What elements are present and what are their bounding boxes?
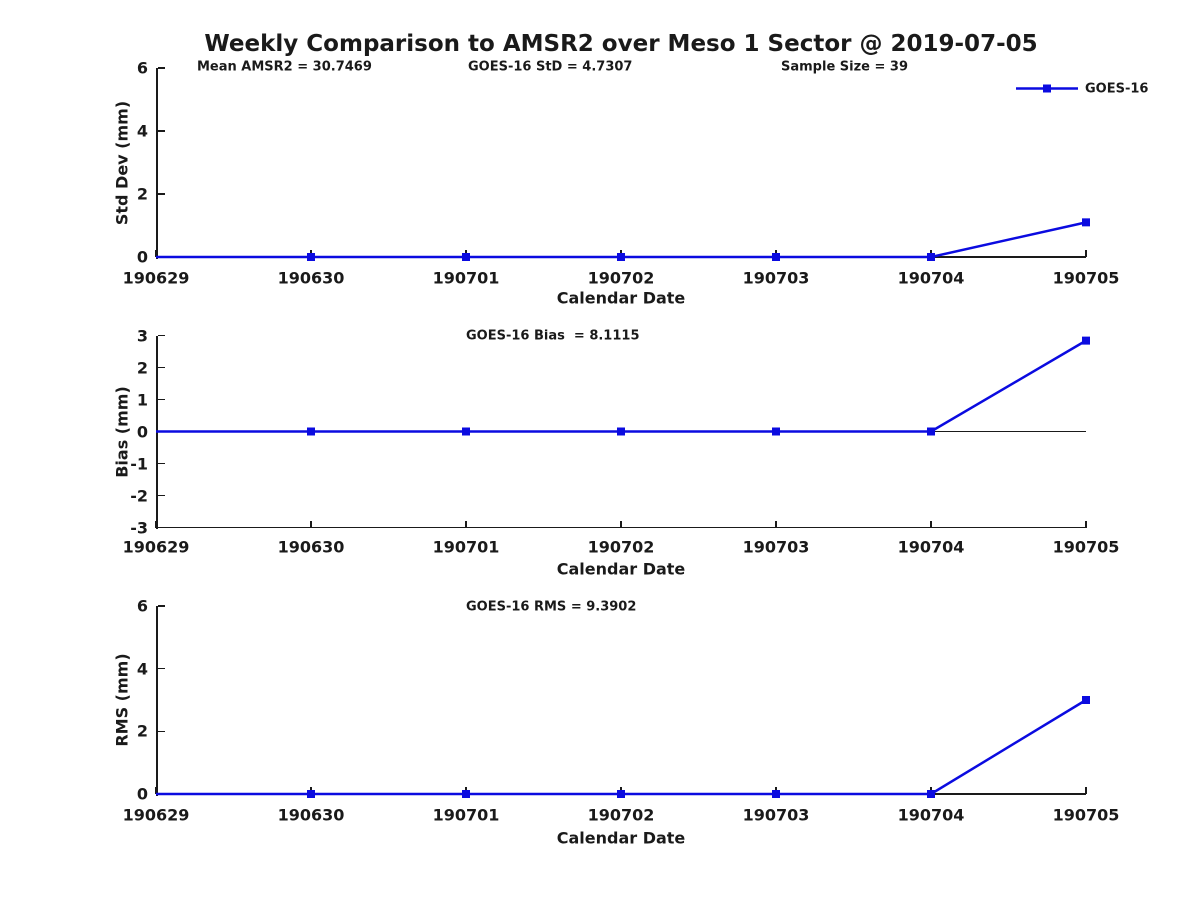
plot-annotation: Mean AMSR2 = 30.7469	[197, 59, 372, 75]
x-tick-label: 190702	[587, 805, 655, 825]
y-axis-label: Std Dev (mm)	[112, 100, 132, 225]
y-tick	[157, 366, 165, 369]
y-tick	[157, 605, 165, 607]
y-tick-label: 0	[136, 247, 148, 267]
y-tick	[157, 667, 165, 670]
y-tick-label: 6	[136, 596, 148, 616]
left-spine	[156, 68, 158, 259]
y-tick-label: 0	[136, 784, 148, 804]
left-spine	[156, 606, 158, 796]
y-axis-label: RMS (mm)	[112, 653, 132, 747]
x-tick	[930, 520, 932, 528]
bottom-spine	[156, 256, 1086, 258]
x-tick-label: 190702	[587, 537, 655, 557]
y-axis-label: Bias (mm)	[112, 385, 132, 478]
y-tick-label: 2	[136, 721, 148, 741]
y-tick	[157, 193, 165, 195]
x-tick-label: 190704	[897, 805, 965, 825]
y-tick-label: 1	[136, 390, 148, 409]
x-tick-label: 190702	[587, 268, 655, 288]
x-tick	[1085, 520, 1087, 528]
y-tick	[157, 494, 165, 497]
bottom-spine	[156, 793, 1086, 795]
y-tick-label: 2	[136, 358, 148, 377]
y-tick-label: -2	[130, 486, 148, 505]
x-tick	[775, 520, 777, 528]
zero-line	[156, 430, 1086, 433]
y-tick	[157, 730, 165, 733]
x-tick-label: 190701	[432, 537, 500, 557]
y-tick	[157, 67, 165, 69]
y-tick	[157, 430, 165, 433]
y-tick-label: -1	[130, 454, 148, 473]
x-tick-label: 190703	[742, 268, 810, 288]
x-tick-label: 190629	[122, 537, 190, 557]
y-tick-label: 0	[136, 422, 148, 441]
legend-label: GOES-16	[1085, 81, 1149, 97]
x-axis-label: Calendar Date	[556, 559, 686, 579]
x-tick-label: 190704	[897, 537, 965, 557]
y-tick	[157, 334, 165, 337]
x-tick-label: 190630	[277, 805, 345, 825]
x-tick-label: 190703	[742, 805, 810, 825]
x-tick	[310, 520, 312, 528]
y-tick	[157, 130, 165, 132]
plot-annotation: GOES-16 RMS = 9.3902	[466, 599, 637, 615]
x-tick-label: 190703	[742, 537, 810, 557]
bottom-spine	[156, 526, 1086, 529]
y-tick-label: 4	[136, 659, 148, 679]
y-tick	[157, 462, 165, 465]
x-tick-label: 190705	[1052, 805, 1120, 825]
y-tick	[157, 256, 165, 258]
x-tick-label: 190705	[1052, 268, 1120, 288]
x-tick-label: 190701	[432, 268, 500, 288]
x-tick-label: 190629	[122, 805, 190, 825]
x-tick-label: 190629	[122, 268, 190, 288]
y-tick-label: 6	[136, 58, 148, 78]
y-tick-label: 2	[136, 184, 148, 204]
x-tick-label: 190704	[897, 268, 965, 288]
x-tick-label: 190630	[277, 537, 345, 557]
x-axis-label: Calendar Date	[556, 288, 686, 308]
plot-annotation: Sample Size = 39	[781, 59, 909, 75]
x-tick-label: 190705	[1052, 537, 1120, 557]
plot-annotation: GOES-16 Bias = 8.1115	[466, 328, 640, 344]
x-tick	[465, 520, 467, 528]
x-axis-label: Calendar Date	[556, 828, 686, 848]
y-tick	[157, 526, 165, 529]
left-spine	[156, 335, 158, 529]
y-tick-label: 4	[136, 121, 148, 141]
chart-title: Weekly Comparison to AMSR2 over Meso 1 S…	[204, 31, 1038, 57]
x-tick-label: 190701	[432, 805, 500, 825]
y-tick	[157, 793, 165, 795]
x-tick-label: 190630	[277, 268, 345, 288]
y-tick-label: -3	[130, 518, 148, 537]
y-tick-label: 3	[136, 326, 148, 345]
x-tick	[620, 520, 622, 528]
plot-annotation: GOES-16 StD = 4.7307	[468, 59, 633, 75]
y-tick	[157, 398, 165, 401]
